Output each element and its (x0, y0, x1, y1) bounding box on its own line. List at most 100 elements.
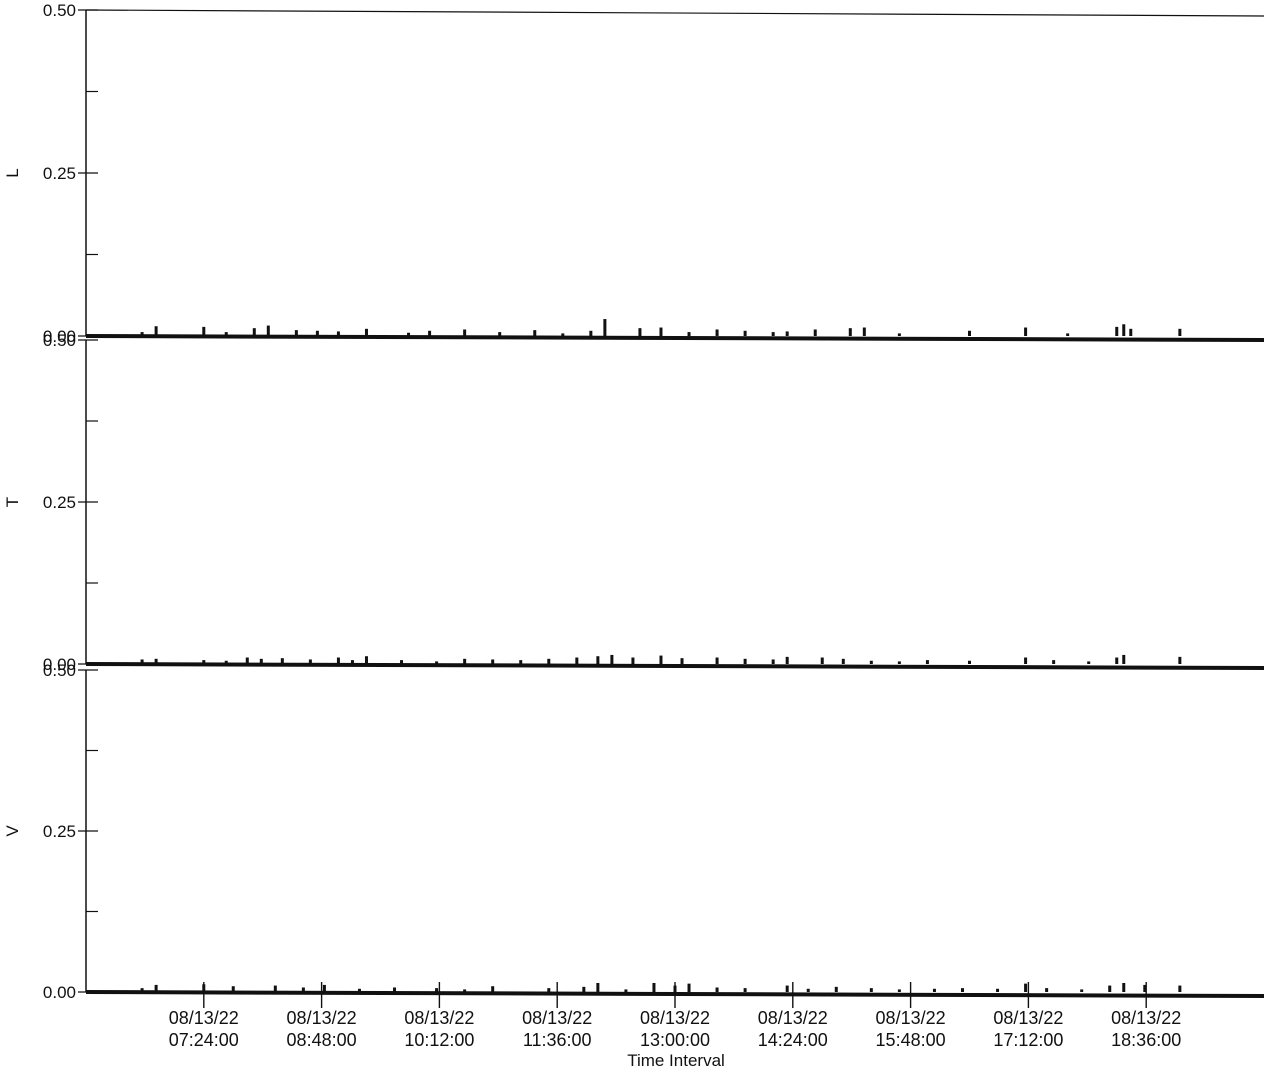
data-bar (1052, 660, 1056, 664)
data-bar (631, 657, 635, 664)
data-bar (463, 329, 467, 336)
x-tick-time: 07:24:00 (169, 1030, 239, 1050)
data-bar (687, 983, 691, 992)
x-tick-date: 08/13/22 (287, 1008, 357, 1028)
data-bar (357, 988, 361, 992)
data-bar (1024, 327, 1028, 336)
data-bar (1143, 984, 1147, 992)
plot-frame-top (85, 9, 1264, 17)
x-tick-time: 08:48:00 (287, 1030, 357, 1050)
data-bar (400, 660, 404, 664)
data-bar (582, 986, 586, 992)
x-tick-date: 08/13/22 (404, 1008, 474, 1028)
data-bar (1129, 328, 1133, 336)
data-bar (364, 656, 368, 664)
data-bar (652, 982, 656, 992)
data-bar (364, 328, 368, 336)
y-axis-title-t: T (3, 497, 22, 507)
x-tick-date: 08/13/22 (169, 1008, 239, 1028)
data-bar (154, 658, 158, 664)
data-bar (1178, 328, 1182, 336)
data-bar (659, 655, 663, 664)
data-bar (519, 660, 523, 664)
data-bar (771, 332, 775, 336)
data-bar (1178, 985, 1182, 992)
data-bar (897, 989, 901, 992)
data-bar (687, 332, 691, 336)
data-bar (547, 658, 551, 664)
data-bar (659, 327, 663, 336)
data-bar (785, 985, 789, 992)
x-tick-time: 15:48:00 (876, 1030, 946, 1050)
data-bar (245, 657, 249, 664)
x-tick-date: 08/13/22 (758, 1008, 828, 1028)
data-bar (596, 656, 600, 664)
data-bar (820, 657, 824, 664)
data-bar (1045, 988, 1049, 992)
data-bar (813, 329, 817, 336)
y-tick-label: 0.00 (43, 983, 76, 1002)
x-tick-time: 17:12:00 (993, 1030, 1063, 1050)
x-tick-date: 08/13/22 (640, 1008, 710, 1028)
x-tick-date: 08/13/22 (1111, 1008, 1181, 1028)
data-bar (968, 330, 971, 336)
data-bar (435, 988, 439, 992)
data-bar (834, 986, 838, 992)
data-bar (336, 657, 340, 664)
data-bar (785, 656, 789, 664)
data-bar (932, 988, 936, 992)
data-bar (533, 330, 537, 336)
data-bar (154, 326, 158, 336)
data-bar (294, 330, 298, 336)
x-tick-time: 13:00:00 (640, 1030, 710, 1050)
data-bar (589, 330, 593, 336)
data-bar (680, 658, 684, 664)
baseline (85, 662, 1264, 670)
data-bar (498, 332, 502, 336)
data-bar (350, 660, 354, 664)
x-tick-date: 08/13/22 (522, 1008, 592, 1028)
data-bar (575, 657, 579, 664)
data-bar (996, 988, 1000, 992)
data-bar (273, 985, 277, 992)
data-bar (968, 660, 971, 664)
data-bar (301, 987, 305, 992)
data-bar (848, 328, 852, 336)
y-tick-label: 0.25 (43, 493, 76, 512)
data-bar (841, 658, 845, 664)
y-tick-label: 0.50 (43, 661, 76, 680)
data-bar (231, 986, 235, 992)
data-bar (428, 330, 432, 336)
y-tick-label: 0.00 (43, 655, 76, 674)
x-tick-date: 08/13/22 (993, 1008, 1063, 1028)
data-bar (743, 658, 747, 664)
x-tick-time: 11:36:00 (523, 1030, 592, 1050)
data-bar (897, 333, 901, 336)
data-bar (491, 659, 495, 664)
data-bar (224, 332, 228, 336)
series-bars (140, 982, 1182, 992)
data-bar (1080, 989, 1084, 992)
data-bar (1066, 333, 1070, 336)
data-bar (624, 989, 628, 992)
y-tick-label: 0.50 (43, 1, 76, 20)
data-bar (308, 659, 312, 664)
data-bar (266, 325, 270, 336)
data-bar (1115, 657, 1119, 664)
panel-v: 0.50 0.25 0.00 V (3, 661, 1264, 1002)
data-bar (322, 984, 326, 992)
y-tick-label: 0.00 (43, 327, 76, 346)
data-bar (925, 660, 929, 664)
y-tick-label: 0.50 (43, 331, 76, 350)
data-bar (743, 988, 747, 992)
data-bar (407, 332, 411, 336)
data-bar (862, 327, 866, 336)
series-bars (140, 654, 1182, 664)
